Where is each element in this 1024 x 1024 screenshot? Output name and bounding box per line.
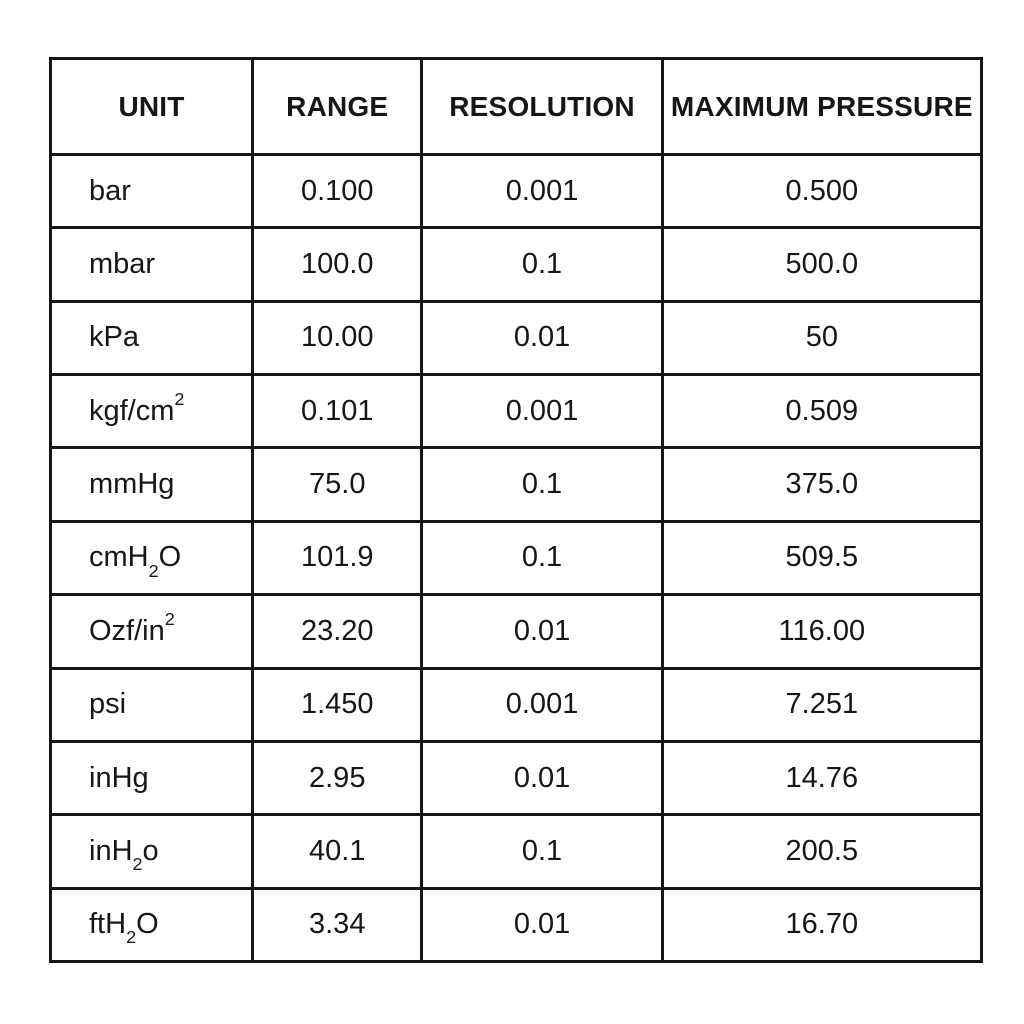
- range-cell: 100.0: [251, 226, 424, 303]
- unit-cell: Ozf/in2: [48, 593, 255, 670]
- max-pressure-cell: 7.251: [660, 666, 984, 743]
- range-cell: 10.00: [251, 299, 424, 377]
- table-row: kPa 10.00 0.01 50: [48, 299, 984, 377]
- range-cell: 2.95: [251, 739, 424, 817]
- range-cell: 23.20: [251, 593, 424, 670]
- max-pressure-cell: 500.0: [660, 226, 984, 303]
- range-cell: 75.0: [251, 446, 424, 523]
- column-header-unit: UNIT: [48, 57, 255, 156]
- header-row: UNIT RANGE RESOLUTION MAXIMUM PRESSURE: [48, 57, 984, 156]
- max-pressure-cell: 509.5: [660, 519, 984, 597]
- pressure-units-table: UNIT RANGE RESOLUTION MAXIMUM PRESSURE b…: [48, 57, 984, 964]
- max-pressure-cell: 14.76: [660, 739, 984, 817]
- table-row: inHg 2.95 0.01 14.76: [48, 739, 984, 817]
- unit-cell: mbar: [48, 226, 255, 303]
- unit-cell: inH2o: [48, 813, 255, 890]
- table-row: mbar 100.0 0.1 500.0: [48, 226, 984, 303]
- resolution-cell: 0.01: [420, 299, 664, 377]
- unit-cell: mmHg: [48, 446, 255, 523]
- resolution-cell: 0.001: [420, 373, 664, 450]
- unit-cell: bar: [48, 152, 255, 230]
- table-row: psi 1.450 0.001 7.251: [48, 666, 984, 743]
- table-row: Ozf/in2 23.20 0.01 116.00: [48, 593, 984, 670]
- range-cell: 101.9: [251, 519, 424, 597]
- table-header: UNIT RANGE RESOLUTION MAXIMUM PRESSURE: [48, 57, 984, 156]
- max-pressure-cell: 0.500: [660, 152, 984, 230]
- range-cell: 3.34: [251, 886, 424, 964]
- max-pressure-cell: 375.0: [660, 446, 984, 523]
- table-body: bar 0.100 0.001 0.500 mbar 100.0 0.1 500.0 kPa 10…: [48, 152, 984, 964]
- resolution-cell: 0.1: [420, 519, 664, 597]
- max-pressure-cell: 0.509: [660, 373, 984, 450]
- range-cell: 1.450: [251, 666, 424, 743]
- table-row: bar 0.100 0.001 0.500: [48, 152, 984, 230]
- resolution-cell: 0.1: [420, 226, 664, 303]
- unit-cell: cmH2O: [48, 519, 255, 597]
- range-cell: 0.100: [251, 152, 424, 230]
- unit-cell: kgf/cm2: [48, 373, 255, 450]
- column-header-max-pressure: MAXIMUM PRESSURE: [660, 57, 984, 156]
- resolution-cell: 0.1: [420, 813, 664, 890]
- unit-cell: ftH2O: [48, 886, 255, 964]
- max-pressure-cell: 50: [660, 299, 984, 377]
- resolution-cell: 0.001: [420, 152, 664, 230]
- unit-cell: inHg: [48, 739, 255, 817]
- resolution-cell: 0.01: [420, 593, 664, 670]
- table-row: inH2o 40.1 0.1 200.5: [48, 813, 984, 890]
- resolution-cell: 0.01: [420, 739, 664, 817]
- max-pressure-cell: 16.70: [660, 886, 984, 964]
- max-pressure-cell: 116.00: [660, 593, 984, 670]
- range-cell: 0.101: [251, 373, 424, 450]
- table-row: kgf/cm2 0.101 0.001 0.509: [48, 373, 984, 450]
- resolution-cell: 0.001: [420, 666, 664, 743]
- unit-cell: psi: [48, 666, 255, 743]
- resolution-cell: 0.01: [420, 886, 664, 964]
- table-row: ftH2O 3.34 0.01 16.70: [48, 886, 984, 964]
- max-pressure-cell: 200.5: [660, 813, 984, 890]
- resolution-cell: 0.1: [420, 446, 664, 523]
- table-row: cmH2O 101.9 0.1 509.5: [48, 519, 984, 597]
- table-row: mmHg 75.0 0.1 375.0: [48, 446, 984, 523]
- range-cell: 40.1: [251, 813, 424, 890]
- column-header-resolution: RESOLUTION: [420, 57, 664, 156]
- unit-cell: kPa: [48, 299, 255, 377]
- column-header-range: RANGE: [251, 57, 424, 156]
